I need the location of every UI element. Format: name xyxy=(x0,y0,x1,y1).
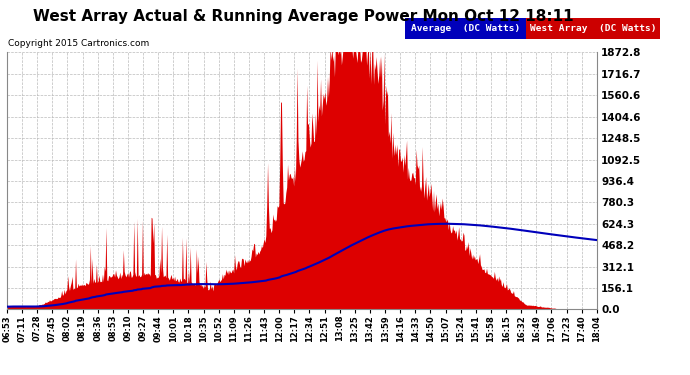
Text: Copyright 2015 Cartronics.com: Copyright 2015 Cartronics.com xyxy=(8,39,150,48)
Text: Average  (DC Watts): Average (DC Watts) xyxy=(411,24,520,33)
Text: West Array  (DC Watts): West Array (DC Watts) xyxy=(530,24,656,33)
Text: West Array Actual & Running Average Power Mon Oct 12 18:11: West Array Actual & Running Average Powe… xyxy=(33,9,574,24)
